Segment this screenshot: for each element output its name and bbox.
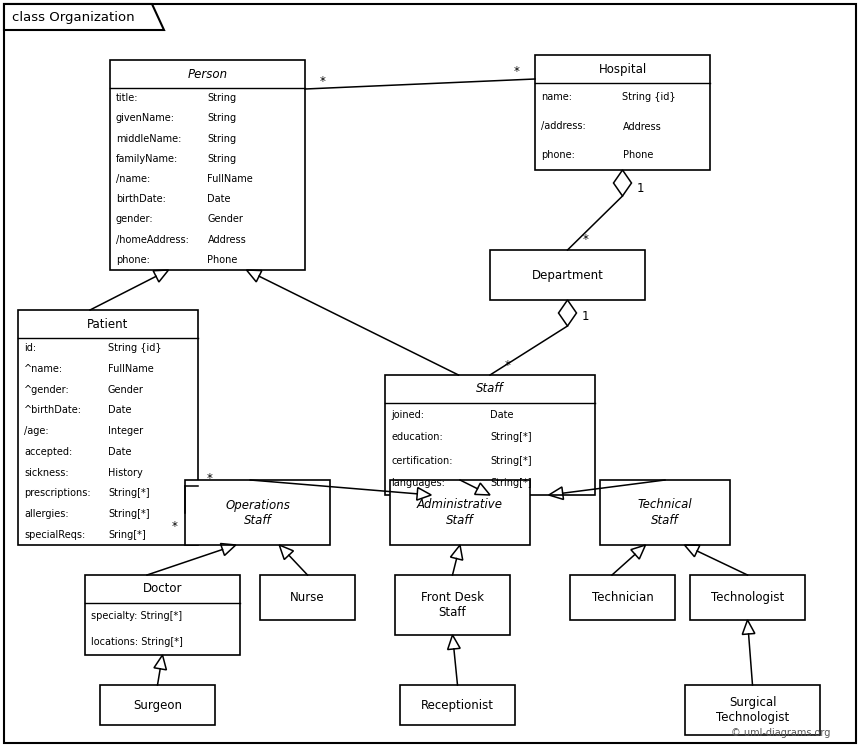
Text: middleName:: middleName: — [116, 134, 181, 143]
Text: ^name:: ^name: — [24, 364, 63, 374]
Text: Date: Date — [108, 406, 132, 415]
Bar — [570, 575, 675, 620]
Text: ^birthDate:: ^birthDate: — [24, 406, 82, 415]
Text: /homeAddress:: /homeAddress: — [116, 235, 189, 245]
Text: String: String — [207, 154, 237, 164]
Text: Surgeon: Surgeon — [133, 698, 182, 711]
Text: phone:: phone: — [541, 150, 574, 161]
Text: Sring[*]: Sring[*] — [108, 530, 145, 539]
Text: String {id}: String {id} — [623, 93, 676, 102]
Text: name:: name: — [541, 93, 572, 102]
Text: Address: Address — [207, 235, 246, 245]
Text: allergies:: allergies: — [24, 509, 69, 519]
Text: Gender: Gender — [108, 385, 144, 394]
Bar — [490, 250, 645, 300]
Text: specialty: String[*]: specialty: String[*] — [91, 611, 182, 621]
Bar — [85, 575, 240, 655]
Text: locations: String[*]: locations: String[*] — [91, 637, 183, 647]
Text: 1: 1 — [581, 309, 589, 323]
Text: FullName: FullName — [207, 174, 253, 184]
Text: Date: Date — [207, 194, 231, 204]
Bar — [690, 575, 805, 620]
Text: *: * — [207, 472, 213, 485]
Text: 1: 1 — [636, 182, 644, 194]
Text: familyName:: familyName: — [116, 154, 178, 164]
Text: String[*]: String[*] — [490, 456, 531, 465]
Text: Phone: Phone — [623, 150, 653, 161]
Text: Gender: Gender — [207, 214, 243, 224]
Text: accepted:: accepted: — [24, 447, 72, 457]
Text: String: String — [207, 134, 237, 143]
Text: Front Desk
Staff: Front Desk Staff — [421, 591, 484, 619]
Text: Phone: Phone — [207, 255, 238, 265]
Text: Technical
Staff: Technical Staff — [637, 498, 692, 527]
Text: certification:: certification: — [391, 456, 452, 465]
Text: id:: id: — [24, 344, 36, 353]
Text: languages:: languages: — [391, 479, 445, 489]
Polygon shape — [4, 4, 164, 30]
Text: Integer: Integer — [108, 426, 143, 436]
Text: ^gender:: ^gender: — [24, 385, 70, 394]
Text: phone:: phone: — [116, 255, 150, 265]
Bar — [110, 60, 305, 270]
Text: /address:: /address: — [541, 122, 586, 131]
Text: prescriptions:: prescriptions: — [24, 489, 90, 498]
Bar — [390, 480, 530, 545]
Text: String {id}: String {id} — [108, 344, 162, 353]
Text: birthDate:: birthDate: — [116, 194, 166, 204]
Text: Department: Department — [531, 268, 604, 282]
Text: String: String — [207, 93, 237, 103]
Text: joined:: joined: — [391, 409, 424, 420]
Text: gender:: gender: — [116, 214, 154, 224]
Text: Date: Date — [108, 447, 132, 457]
Polygon shape — [613, 170, 631, 196]
Bar — [400, 685, 515, 725]
Text: © uml-diagrams.org: © uml-diagrams.org — [731, 728, 830, 738]
Polygon shape — [558, 300, 576, 326]
Text: /age:: /age: — [24, 426, 49, 436]
Bar — [260, 575, 355, 620]
Bar — [185, 480, 330, 545]
Bar — [385, 375, 595, 495]
Text: specialReqs:: specialReqs: — [24, 530, 85, 539]
Text: Technician: Technician — [592, 591, 654, 604]
Text: Patient: Patient — [88, 317, 129, 330]
Text: String: String — [207, 114, 237, 123]
Text: String[*]: String[*] — [490, 479, 531, 489]
Text: Operations
Staff: Operations Staff — [225, 498, 290, 527]
Bar — [535, 55, 710, 170]
Text: title:: title: — [116, 93, 138, 103]
Text: *: * — [172, 520, 178, 533]
Text: sickness:: sickness: — [24, 468, 69, 477]
Text: *: * — [505, 359, 511, 371]
Bar — [685, 685, 820, 735]
Text: class Organization: class Organization — [12, 10, 135, 23]
Text: Address: Address — [623, 122, 661, 131]
Bar — [100, 685, 215, 725]
Text: String[*]: String[*] — [108, 509, 150, 519]
Text: Date: Date — [490, 409, 513, 420]
Bar — [18, 310, 198, 545]
Text: /name:: /name: — [116, 174, 150, 184]
Bar — [395, 575, 510, 635]
Text: education:: education: — [391, 433, 443, 442]
Text: Doctor: Doctor — [143, 583, 182, 595]
Text: Receptionist: Receptionist — [421, 698, 494, 711]
Text: givenName:: givenName: — [116, 114, 175, 123]
Text: *: * — [320, 75, 326, 87]
Text: FullName: FullName — [108, 364, 154, 374]
Text: Surgical
Technologist: Surgical Technologist — [716, 696, 789, 724]
Text: Staff: Staff — [476, 382, 504, 395]
Bar — [600, 480, 730, 545]
Text: Technologist: Technologist — [711, 591, 784, 604]
Text: History: History — [108, 468, 143, 477]
Text: *: * — [582, 234, 588, 247]
Text: Person: Person — [187, 67, 228, 81]
Text: Hospital: Hospital — [599, 63, 647, 75]
Text: String[*]: String[*] — [490, 433, 531, 442]
Text: *: * — [514, 64, 520, 78]
Text: String[*]: String[*] — [108, 489, 150, 498]
Text: Nurse: Nurse — [290, 591, 325, 604]
Text: Administrative
Staff: Administrative Staff — [417, 498, 503, 527]
